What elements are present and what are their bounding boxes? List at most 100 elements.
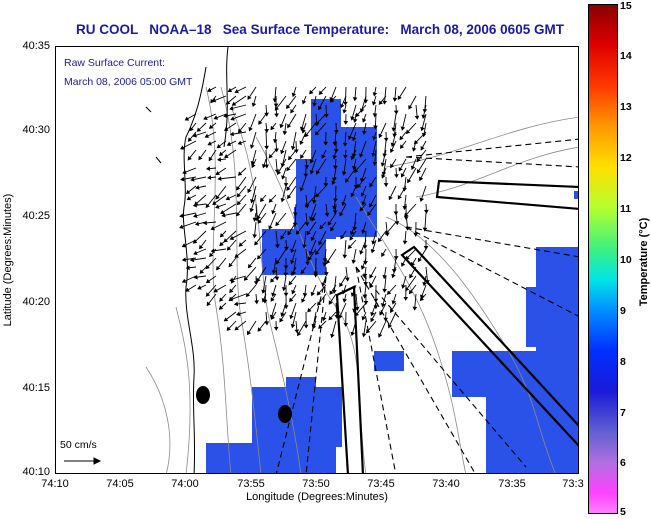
colorbar-tick: 11 [620, 203, 632, 215]
current-vector-head [192, 202, 197, 208]
current-vector-head [259, 197, 265, 202]
current-vector-head [271, 270, 277, 275]
x-tick-label: 74:00 [171, 478, 199, 490]
current-vector-head [212, 200, 217, 205]
current-vector-head [205, 264, 210, 270]
current-vector-head [299, 126, 305, 132]
current-vector-head [228, 262, 233, 268]
current-vector-head [275, 244, 280, 249]
current-vector-head [271, 292, 276, 297]
current-vector-head [425, 279, 430, 285]
scale-arrow [64, 457, 102, 465]
current-vector-head [218, 305, 224, 310]
current-vector-head [238, 242, 244, 247]
current-vector-head [343, 154, 348, 159]
current-vector-head [403, 296, 409, 301]
current-vector-head [407, 178, 412, 184]
current-vector-head [345, 178, 350, 183]
current-vector-head [189, 257, 195, 263]
current-vector-head [389, 148, 395, 153]
current-vector-head [350, 155, 355, 161]
current-vector-head [299, 187, 305, 192]
current-vector-head [216, 143, 222, 149]
current-vector-head [328, 300, 333, 305]
current-vector-head [378, 333, 383, 338]
current-vector-head [286, 104, 291, 109]
current-vector-head [231, 101, 237, 106]
current-vector-head [350, 331, 355, 337]
colorbar-tick: 13 [620, 101, 632, 113]
current-vector-head [256, 277, 261, 283]
current-vector-head [351, 136, 357, 142]
current-vector-head [370, 317, 375, 323]
current-vector-head [190, 177, 195, 182]
x-tick-label: 73:45 [367, 478, 395, 490]
current-vector-head [180, 145, 185, 150]
current-vector-head [391, 273, 396, 279]
current-vector-head [417, 257, 422, 263]
current-vector-head [420, 146, 425, 151]
current-vector-head [343, 322, 349, 327]
current-vector-head [252, 234, 258, 239]
current-vector-head [416, 157, 421, 163]
current-vector-head [324, 212, 330, 217]
current-vector-head [213, 288, 218, 293]
current-vector-head [286, 186, 291, 191]
current-vector-head [383, 137, 389, 142]
current-vector-head [215, 195, 220, 200]
current-vector-head [234, 88, 239, 94]
current-vector-head [229, 131, 234, 137]
current-vector-head [189, 126, 194, 132]
current-vector-head [223, 126, 229, 131]
current-vector-head [179, 224, 184, 229]
current-vector-head [354, 168, 359, 173]
y-tick-label: 40:30 [22, 124, 50, 136]
current-vector-head [303, 173, 309, 178]
current-vector-head [276, 170, 282, 176]
current-vector-head [207, 87, 212, 92]
map-title: RU COOL NOAA–18 Sea Surface Temperature:… [76, 22, 564, 37]
current-vector-head [310, 236, 315, 242]
map-plot-area[interactable] [55, 46, 579, 474]
current-vector-head [236, 311, 241, 317]
current-vector-head [330, 98, 335, 103]
current-vector-head [304, 164, 310, 170]
current-vector-head [394, 174, 399, 179]
current-vector-head [303, 324, 309, 329]
current-vector-head [243, 276, 249, 281]
current-vector-head [390, 142, 396, 148]
current-vector-head [341, 290, 347, 295]
current-vector-head [359, 206, 364, 212]
current-vector-head [378, 100, 384, 105]
current-vector-head [371, 152, 376, 157]
current-vector-head [390, 308, 395, 313]
current-vector-head [332, 210, 338, 215]
current-vector-head [264, 128, 269, 134]
current-vector-head [344, 277, 350, 282]
colorbar-tick: 15 [620, 0, 632, 12]
current-vector-head [229, 105, 234, 111]
current-vector-head [264, 321, 270, 326]
raw-current-title: Raw Surface Current: [64, 57, 165, 69]
current-vector-head [315, 120, 320, 126]
current-vector-head [184, 116, 190, 121]
current-vector-head [400, 173, 406, 178]
current-vector-head [414, 115, 420, 120]
current-vector-head [379, 311, 384, 316]
current-vector-head [411, 261, 416, 267]
current-vector-head [306, 230, 311, 236]
current-vector-head [420, 126, 425, 132]
current-vector-head [229, 235, 235, 240]
current-vector-head [181, 257, 187, 262]
current-vector-head [318, 90, 324, 95]
current-vector-head [211, 98, 217, 103]
coastline [145, 47, 229, 473]
current-vector-head [401, 284, 406, 289]
current-vector-head [311, 217, 316, 222]
current-vector-head [252, 217, 258, 222]
current-vector-head [314, 131, 320, 136]
current-vector-head [180, 176, 185, 182]
current-vector-head [274, 113, 279, 118]
current-vector-head [331, 180, 336, 185]
colorbar-tick: 7 [620, 407, 626, 419]
